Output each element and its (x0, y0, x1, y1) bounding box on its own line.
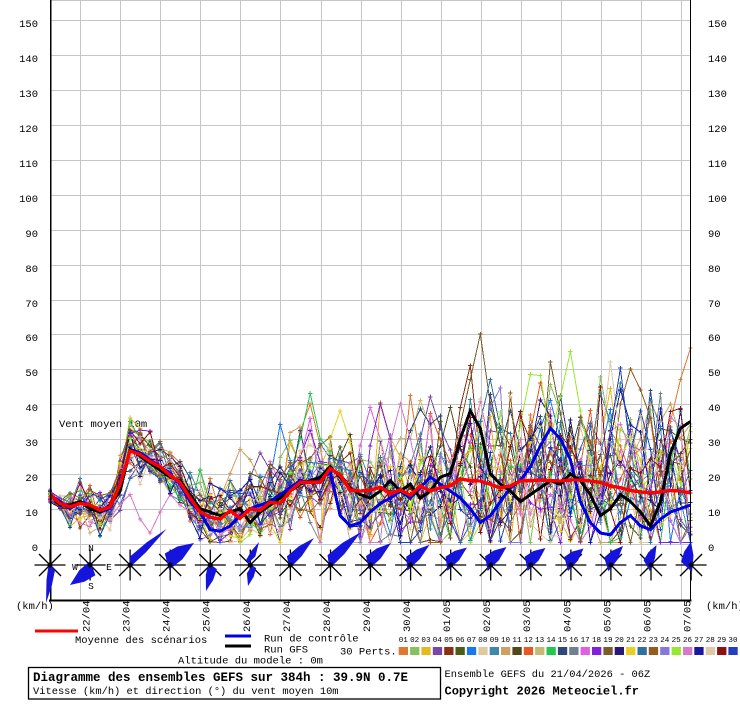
svg-text:30/04: 30/04 (402, 600, 414, 632)
svg-text:07: 07 (467, 637, 476, 645)
svg-text:50: 50 (708, 368, 721, 380)
svg-text:11: 11 (512, 637, 522, 645)
svg-text:24: 24 (660, 637, 670, 645)
svg-text:05/05: 05/05 (602, 600, 614, 632)
svg-text:70: 70 (708, 299, 721, 311)
svg-text:80: 80 (25, 264, 38, 276)
svg-text:16: 16 (569, 637, 579, 645)
svg-text:110: 110 (708, 159, 727, 171)
svg-text:130: 130 (19, 89, 38, 101)
svg-text:10: 10 (501, 637, 511, 645)
svg-text:26: 26 (683, 637, 693, 645)
svg-text:60: 60 (25, 333, 38, 345)
svg-text:Vent moyen 10m: Vent moyen 10m (59, 419, 147, 431)
svg-text:150: 150 (19, 19, 38, 31)
svg-text:120: 120 (19, 124, 38, 136)
svg-text:28/04: 28/04 (322, 600, 334, 632)
svg-text:Run de contrôle: Run de contrôle (264, 634, 359, 646)
svg-text:25: 25 (672, 637, 682, 645)
svg-text:0: 0 (708, 543, 714, 555)
svg-text:Altitude du modele : 0m: Altitude du modele : 0m (178, 656, 323, 668)
svg-text:20: 20 (615, 637, 625, 645)
svg-text:40: 40 (708, 403, 721, 415)
svg-text:40: 40 (25, 403, 38, 415)
svg-text:20: 20 (708, 473, 721, 485)
svg-text:80: 80 (708, 264, 721, 276)
svg-text:150: 150 (708, 19, 727, 31)
svg-text:09: 09 (490, 637, 500, 645)
svg-text:S: S (88, 581, 94, 592)
svg-text:07/05: 07/05 (683, 600, 695, 632)
svg-text:20: 20 (25, 473, 38, 485)
svg-text:Diagramme des ensembles GEFS s: Diagramme des ensembles GEFS sur 384h : … (33, 671, 408, 685)
svg-text:100: 100 (19, 194, 38, 206)
svg-text:29: 29 (717, 637, 727, 645)
svg-text:30 Perts.: 30 Perts. (340, 647, 397, 659)
svg-text:17: 17 (581, 637, 590, 645)
svg-text:30: 30 (25, 438, 38, 450)
svg-text:70: 70 (25, 299, 38, 311)
svg-text:(km/h): (km/h) (706, 601, 740, 613)
svg-text:Run GFS: Run GFS (264, 645, 308, 657)
svg-text:12: 12 (524, 637, 534, 645)
svg-text:Copyright 2026 Meteociel.fr: Copyright 2026 Meteociel.fr (445, 685, 639, 699)
svg-text:90: 90 (25, 229, 38, 241)
svg-text:28: 28 (706, 637, 716, 645)
svg-text:30: 30 (708, 438, 721, 450)
svg-text:01/05: 01/05 (442, 600, 454, 632)
svg-text:23/04: 23/04 (122, 600, 134, 632)
svg-text:10: 10 (25, 508, 38, 520)
svg-text:29/04: 29/04 (362, 600, 374, 632)
svg-text:27/04: 27/04 (282, 600, 294, 632)
svg-text:02/05: 02/05 (482, 600, 494, 632)
svg-text:110: 110 (19, 159, 38, 171)
svg-text:140: 140 (19, 54, 38, 66)
svg-text:01: 01 (399, 637, 409, 645)
svg-text:0: 0 (32, 543, 38, 555)
svg-text:Moyenne des scénarios: Moyenne des scénarios (75, 635, 207, 647)
svg-text:Ensemble GEFS du 21/04/2026 -: Ensemble GEFS du 21/04/2026 - 06Z (445, 669, 651, 681)
svg-text:90: 90 (708, 229, 721, 241)
svg-text:120: 120 (708, 124, 727, 136)
svg-text:30: 30 (728, 637, 738, 645)
svg-text:10: 10 (708, 508, 721, 520)
svg-text:60: 60 (708, 333, 721, 345)
svg-text:23: 23 (649, 637, 659, 645)
svg-text:Vitesse (km/h) et direction (°: Vitesse (km/h) et direction (°) du vent … (33, 686, 339, 698)
svg-text:13: 13 (535, 637, 545, 645)
svg-text:15: 15 (558, 637, 568, 645)
svg-text:25/04: 25/04 (202, 600, 214, 632)
svg-text:(km/h): (km/h) (16, 601, 54, 613)
svg-text:03/05: 03/05 (522, 600, 534, 632)
svg-text:22: 22 (638, 637, 648, 645)
svg-text:22/04: 22/04 (82, 600, 94, 632)
svg-text:18: 18 (592, 637, 602, 645)
svg-text:21: 21 (626, 637, 636, 645)
svg-text:50: 50 (25, 368, 38, 380)
svg-text:27: 27 (694, 637, 703, 645)
svg-text:06: 06 (456, 637, 466, 645)
svg-text:100: 100 (708, 194, 727, 206)
svg-text:04/05: 04/05 (562, 600, 574, 632)
svg-text:W: W (72, 562, 78, 573)
svg-text:14: 14 (547, 637, 557, 645)
svg-text:26/04: 26/04 (242, 600, 254, 632)
svg-text:24/04: 24/04 (162, 600, 174, 632)
svg-text:08: 08 (478, 637, 488, 645)
svg-text:03: 03 (421, 637, 431, 645)
svg-text:06/05: 06/05 (642, 600, 654, 632)
svg-text:E: E (106, 562, 112, 573)
svg-text:N: N (88, 543, 94, 554)
svg-text:02: 02 (410, 637, 420, 645)
svg-text:04: 04 (433, 637, 443, 645)
svg-text:140: 140 (708, 54, 727, 66)
svg-text:05: 05 (444, 637, 454, 645)
svg-text:19: 19 (603, 637, 613, 645)
svg-text:130: 130 (708, 89, 727, 101)
